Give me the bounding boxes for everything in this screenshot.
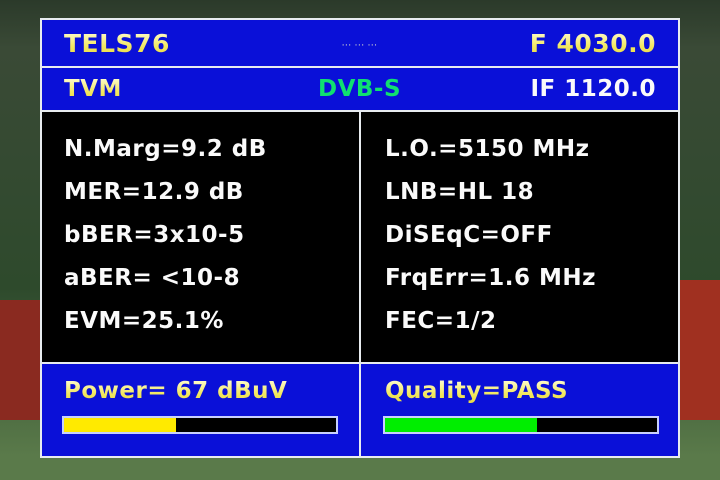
center-indicator: ··· ··· ··· [342, 42, 378, 49]
standard: DVB-S [318, 76, 402, 102]
power-section: Power= 67 dBuV [42, 364, 359, 456]
header-row-2: TVM DVB-S IF 1120.0 [42, 68, 678, 110]
quality-bar-fill [385, 418, 538, 432]
meter-osd-panel: TELS76 ··· ··· ··· F 4030.0 TVM DVB-S IF… [40, 18, 680, 458]
lo-frequency: L.O.=5150 MHz [385, 136, 590, 162]
background-stadium-right [680, 280, 720, 420]
if-frequency: IF 1120.0 [530, 76, 656, 102]
quality-bar [383, 416, 659, 434]
fec: FEC=1/2 [385, 308, 497, 334]
frequency: F 4030.0 [529, 29, 656, 58]
diseqc: DiSEqC=OFF [385, 222, 553, 248]
power-bar [62, 416, 338, 434]
noise-margin: N.Marg=9.2 dB [64, 136, 267, 162]
bber: bBER=3x10-5 [64, 222, 245, 248]
mer: MER=12.9 dB [64, 179, 244, 205]
aber: aBER= <10-8 [64, 265, 241, 291]
power-bar-fill [64, 418, 176, 432]
measurements-right: L.O.=5150 MHz LNB=HL 18 DiSEqC=OFF FrqEr… [361, 112, 678, 362]
satellite-name: TELS76 [64, 29, 170, 58]
measurements-left: N.Marg=9.2 dB MER=12.9 dB bBER=3x10-5 aB… [42, 112, 359, 362]
frequency-error: FrqErr=1.6 MHz [385, 265, 596, 291]
evm: EVM=25.1% [64, 308, 224, 334]
lnb: LNB=HL 18 [385, 179, 535, 205]
channel-name: TVM [64, 76, 122, 102]
power-label: Power= 67 dBuV [64, 378, 288, 404]
quality-label: Quality=PASS [385, 378, 569, 404]
quality-section: Quality=PASS [361, 364, 678, 456]
background-stadium-left [0, 300, 40, 420]
header-row-1: TELS76 ··· ··· ··· F 4030.0 [42, 20, 678, 66]
